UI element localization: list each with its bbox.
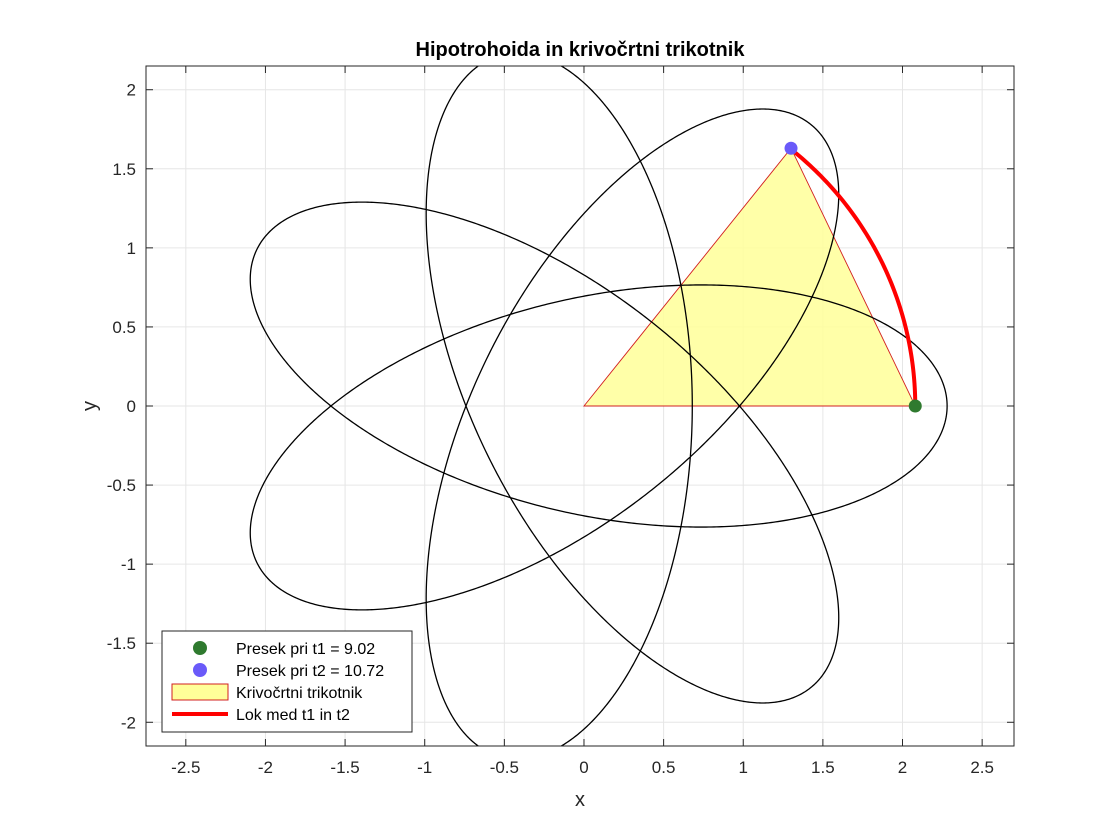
x-tick-label: -1.5 bbox=[330, 758, 359, 777]
x-tick-label: -2.5 bbox=[171, 758, 200, 777]
arc-between-t1-t2 bbox=[788, 146, 918, 408]
y-tick-label: -0.5 bbox=[107, 476, 136, 495]
x-tick-label: 1.5 bbox=[811, 758, 835, 777]
legend-marker-1 bbox=[193, 641, 207, 655]
curvilinear-triangle bbox=[583, 147, 916, 407]
ticks bbox=[146, 66, 1014, 746]
intersection-point-2 bbox=[784, 141, 798, 155]
legend-marker-2 bbox=[193, 663, 207, 677]
y-tick-label: 0.5 bbox=[112, 318, 136, 337]
y-tick-label: 0 bbox=[127, 397, 136, 416]
x-tick-label: 1 bbox=[739, 758, 748, 777]
y-tick-label: -1.5 bbox=[107, 634, 136, 653]
y-tick-label: 1.5 bbox=[112, 160, 136, 179]
x-tick-label: 2 bbox=[898, 758, 907, 777]
y-axis-label: y bbox=[79, 401, 101, 411]
x-tick-label: -0.5 bbox=[490, 758, 519, 777]
chart-title: Hipotrohoida in krivočrtni trikotnik bbox=[416, 39, 746, 61]
legend: Presek pri t1 = 9.02 Presek pri t2 = 10.7… bbox=[161, 630, 413, 733]
x-axis-label: x bbox=[575, 789, 585, 811]
legend-label-4: Lok med t1 in t2 bbox=[236, 707, 350, 724]
legend-label-1: Presek pri t1 = 9.02 bbox=[236, 641, 375, 658]
intersection-point-1 bbox=[908, 399, 922, 413]
y-tick-label: 1 bbox=[127, 239, 136, 258]
x-tick-label: 0 bbox=[579, 758, 588, 777]
y-tick-label: -2 bbox=[121, 713, 136, 732]
x-tick-label: -1 bbox=[417, 758, 432, 777]
hypotrochoid-curve bbox=[249, 66, 948, 746]
x-tick-label: -2 bbox=[258, 758, 273, 777]
legend-label-2: Presek pri t2 = 10.72 bbox=[236, 663, 384, 680]
y-tick-label: -1 bbox=[121, 555, 136, 574]
x-tick-label: 2.5 bbox=[970, 758, 994, 777]
legend-patch bbox=[171, 683, 229, 701]
legend-label-3: Krivočrtni trikotnik bbox=[236, 685, 363, 702]
y-tick-label: 2 bbox=[127, 81, 136, 100]
plot-content bbox=[249, 66, 948, 746]
x-tick-label: 0.5 bbox=[652, 758, 676, 777]
